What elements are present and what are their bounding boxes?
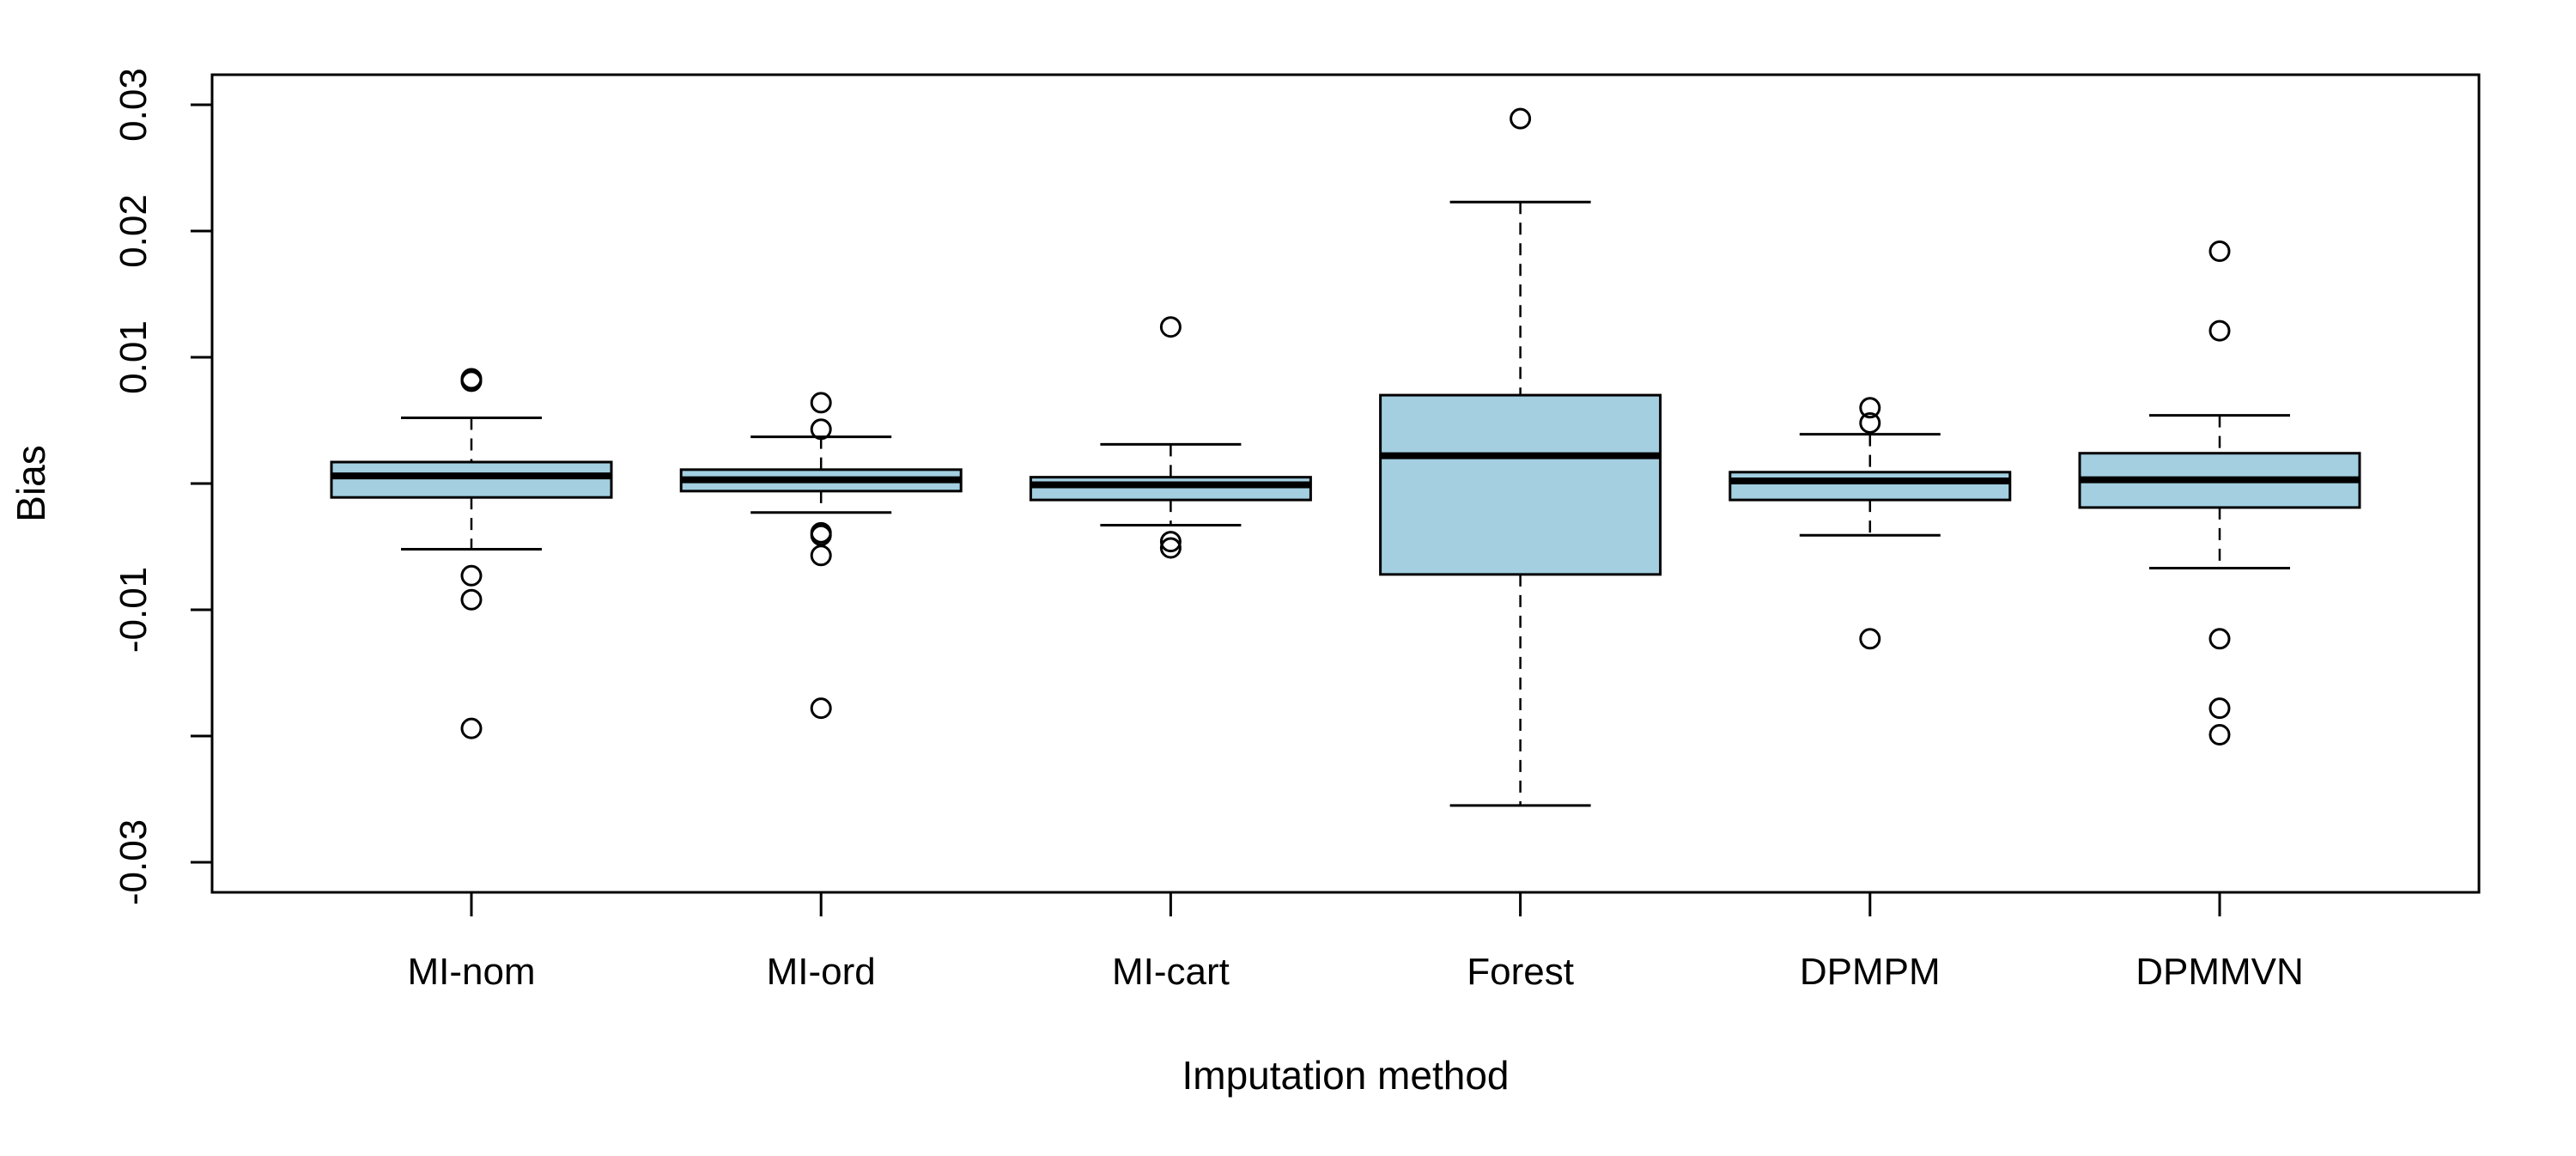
outlier-point (2210, 242, 2229, 261)
y-tick-label: 0.02 (112, 194, 155, 268)
box-group (1030, 318, 1310, 557)
outlier-point (1511, 109, 1530, 128)
outlier-point (811, 699, 830, 718)
outlier-point (2210, 321, 2229, 340)
box-iqr (331, 462, 611, 497)
y-tick-label: -0.01 (112, 567, 155, 653)
outlier-point (462, 719, 481, 738)
x-tick-label: DPMMVN (2136, 951, 2304, 993)
box-group (2080, 242, 2360, 745)
y-tick-label: 0.01 (112, 320, 155, 394)
outlier-point (462, 590, 481, 609)
box-group (681, 393, 961, 718)
box-group (1730, 399, 2010, 648)
x-axis: MI-nom MI-ord MI-cart Forest DPMPM DPMMVN (407, 892, 2303, 993)
x-tick-label: Forest (1467, 951, 1574, 993)
box-iqr (1030, 478, 1310, 500)
box-iqr (1381, 395, 1661, 575)
box-group (1381, 109, 1661, 806)
outlier-point (811, 393, 830, 412)
y-axis-title: Bias (9, 445, 53, 521)
outlier-point (2210, 699, 2229, 718)
outlier-point (2210, 726, 2229, 745)
y-tick-label: -0.03 (112, 819, 155, 905)
box-iqr (1730, 472, 2010, 500)
x-axis-title: Imputation method (1182, 1053, 1509, 1098)
x-tick-label: MI-ord (767, 951, 876, 993)
y-tick-label: 0.03 (112, 68, 155, 142)
x-tick-label: DPMPM (1800, 951, 1941, 993)
y-axis: -0.03 -0.01 0.01 0.02 0.03 (112, 68, 212, 905)
boxes-layer (331, 109, 2360, 806)
outlier-point (2210, 630, 2229, 648)
outlier-point (1161, 318, 1180, 337)
outlier-point (1861, 630, 1880, 648)
box-group (331, 369, 611, 738)
outlier-point (811, 546, 830, 565)
x-tick-label: MI-nom (407, 951, 535, 993)
x-tick-label: MI-cart (1112, 951, 1230, 993)
outlier-point (462, 566, 481, 585)
